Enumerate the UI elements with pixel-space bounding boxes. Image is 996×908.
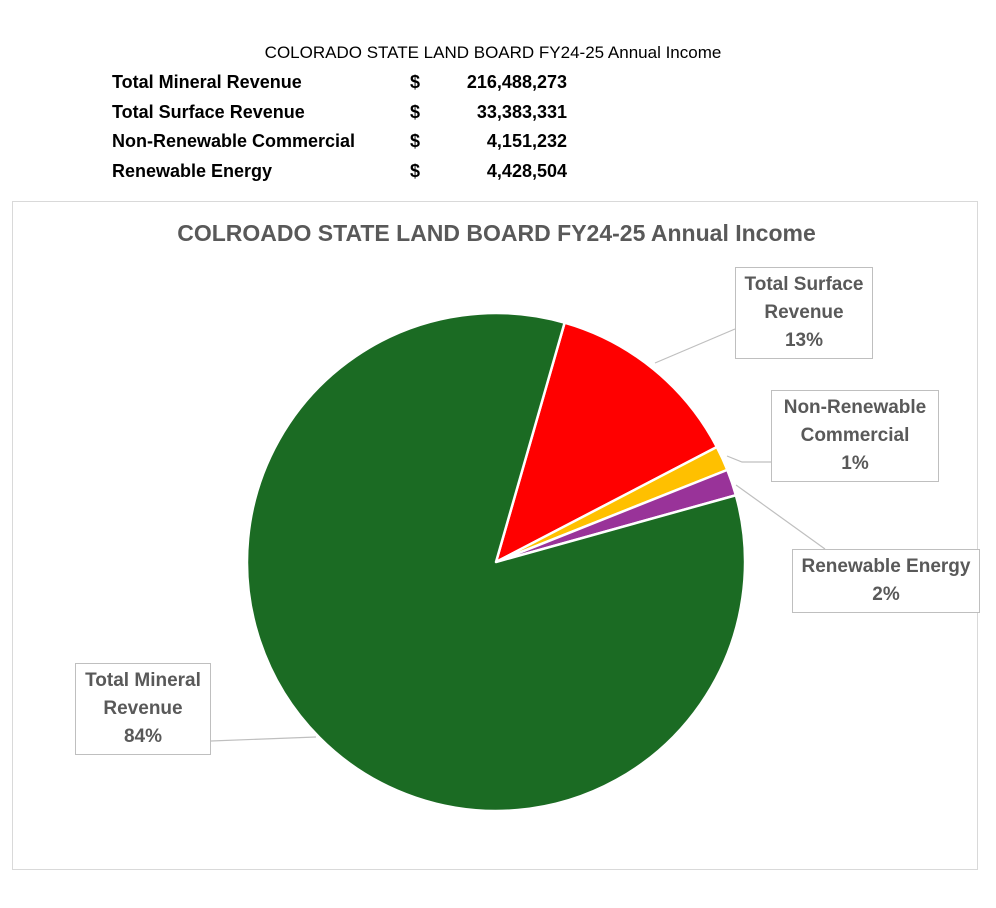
slice-total-surface-revenue bbox=[494, 321, 719, 564]
leader-line-total-mineral-revenue bbox=[210, 736, 317, 742]
callout-label: Non-Renewable bbox=[783, 397, 927, 418]
row-currency: $ bbox=[410, 72, 421, 92]
callout-total-mineral-revenue: Total Mineral Revenue 84% bbox=[75, 663, 211, 755]
chart-area bbox=[12, 201, 978, 870]
chart-title: COLROADO STATE LAND BOARD FY24-25 Annual… bbox=[177, 220, 816, 246]
callout-non-renewable-commercial: Non-Renewable Commercial 1% bbox=[771, 390, 939, 482]
table-title: COLORADO STATE LAND BOARD FY24-25 Annual… bbox=[264, 43, 722, 62]
row-currency: $ bbox=[410, 101, 421, 122]
callout-label: Renewable Energy bbox=[801, 556, 971, 577]
row-amount: 33,383,331 bbox=[476, 101, 567, 122]
callout-percent: 84% bbox=[123, 726, 163, 747]
callout-label: Total Mineral bbox=[85, 670, 201, 691]
row-currency: $ bbox=[410, 160, 421, 181]
callout-label: Total Surface bbox=[744, 274, 864, 295]
row-currency: $ bbox=[410, 131, 421, 151]
row-label: Non-Renewable Commercial bbox=[112, 131, 356, 151]
callout-percent: 1% bbox=[841, 453, 869, 474]
leader-line-renewable-energy bbox=[735, 484, 826, 550]
row-label: Total Surface Revenue bbox=[112, 101, 305, 122]
callout-renewable-energy: Renewable Energy 2% bbox=[792, 549, 980, 613]
callout-total-surface-revenue: Total Surface Revenue 13% bbox=[735, 267, 873, 359]
callout-label: Commercial bbox=[800, 425, 910, 446]
row-label: Total Mineral Revenue bbox=[112, 72, 302, 92]
row-amount: 4,428,504 bbox=[486, 160, 567, 181]
row-label: Renewable Energy bbox=[112, 160, 273, 181]
leader-line-total-surface-revenue bbox=[654, 328, 736, 364]
leader-line-non-renewable-commercial bbox=[726, 455, 771, 463]
callout-percent: 13% bbox=[784, 330, 824, 351]
callout-percent: 2% bbox=[872, 584, 900, 605]
callout-label: Revenue bbox=[764, 302, 844, 323]
callout-label: Revenue bbox=[103, 698, 183, 719]
row-amount: 216,488,273 bbox=[466, 72, 567, 92]
slice-total-mineral-revenue bbox=[245, 311, 747, 813]
row-amount: 4,151,232 bbox=[486, 131, 567, 151]
